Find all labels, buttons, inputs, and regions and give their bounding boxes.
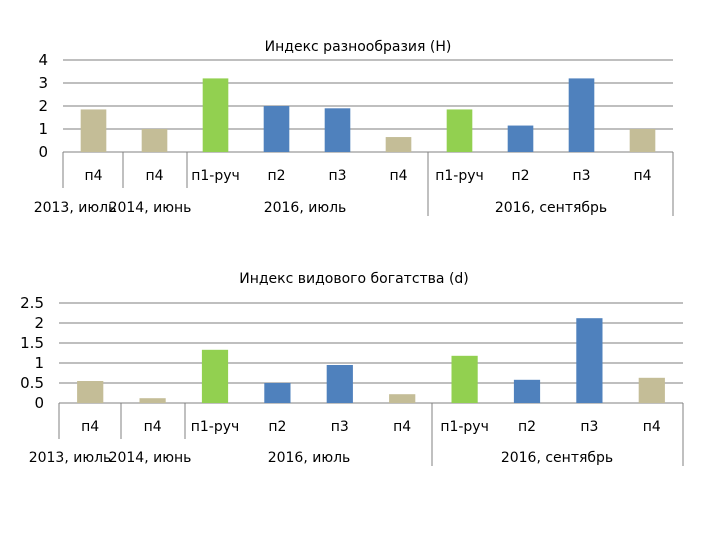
chart-title: Индекс видового богатства (d) [239, 271, 469, 287]
x-category-label: п2 [267, 168, 285, 184]
x-category-label: п4 [145, 168, 163, 184]
bar [568, 78, 595, 152]
x-category-label: п4 [393, 419, 411, 435]
bar [77, 381, 104, 403]
bar [80, 109, 107, 152]
x-category-label: п1-руч [440, 419, 489, 435]
x-category-label: п1-руч [191, 168, 240, 184]
x-group-label: 2016, июль [264, 200, 347, 216]
y-tick-label: 0 [38, 143, 48, 161]
bar [389, 394, 416, 403]
bar [264, 383, 291, 403]
x-group-label: 2013, июль [34, 200, 117, 216]
species-richness-index-chart: Индекс видового богатства (d) 2.5 2 1.5 1 0.… [20, 271, 684, 466]
x-group-label: 2016, июль [268, 450, 351, 466]
bar [202, 78, 229, 152]
x-category-label: п4 [144, 419, 162, 435]
bar [139, 398, 166, 403]
bar [385, 137, 412, 152]
x-group-label: 2016, сентябрь [495, 200, 607, 216]
y-tick-label: 1 [34, 354, 44, 372]
x-category-labels: п4 п4 п1-руч п2 п3 п4 п1-руч п2 п3 п4 [84, 168, 651, 184]
x-category-label: п2 [518, 419, 536, 435]
x-category-label: п3 [331, 419, 349, 435]
x-axis [62, 152, 674, 216]
x-category-label: п4 [81, 419, 99, 435]
y-axis-ticks: 4 3 2 1 0 [38, 51, 48, 161]
x-group-label: 2014, июнь [109, 450, 192, 466]
y-tick-label: 1.5 [20, 334, 44, 352]
x-category-label: п4 [633, 168, 651, 184]
bar [451, 355, 478, 403]
x-group-label: 2013, июль [29, 450, 112, 466]
x-category-label: п1-руч [435, 168, 484, 184]
bar [326, 365, 353, 403]
y-tick-label: 3 [38, 74, 48, 92]
bar [638, 377, 665, 403]
diversity-index-chart: Индекс разнообразия (Н) 4 3 2 1 0 п4 п4 п1-руч… [34, 39, 674, 216]
y-tick-label: 2 [38, 97, 48, 115]
bar [201, 349, 229, 403]
bar [141, 129, 168, 152]
x-category-label: п2 [511, 168, 529, 184]
bar [507, 125, 534, 152]
x-category-label: п3 [572, 168, 590, 184]
bar [324, 108, 351, 152]
x-category-label: п3 [580, 419, 598, 435]
x-category-label: п2 [268, 419, 286, 435]
bar [263, 106, 290, 152]
x-category-labels: п4 п4 п1-руч п2 п3 п4 п1-руч п2 п3 п4 [81, 419, 661, 435]
x-category-label: п4 [643, 419, 661, 435]
y-tick-label: 0 [34, 394, 44, 412]
x-category-label: п3 [328, 168, 346, 184]
bars [80, 78, 656, 152]
y-tick-label: 2 [34, 314, 44, 332]
bar [629, 129, 656, 152]
y-tick-label: 2.5 [20, 294, 44, 312]
x-category-label: п4 [84, 168, 102, 184]
x-category-label: п1-руч [191, 419, 240, 435]
bar [446, 109, 473, 152]
bar [513, 379, 541, 403]
y-tick-label: 1 [38, 120, 48, 138]
bar [576, 318, 603, 403]
y-tick-label: 4 [38, 51, 48, 69]
chart-title: Индекс разнообразия (Н) [265, 39, 452, 55]
x-axis [58, 403, 684, 466]
y-tick-label: 0.5 [20, 374, 44, 392]
bars [77, 318, 665, 403]
x-group-label: 2014, июнь [109, 200, 192, 216]
x-group-label: 2016, сентябрь [501, 450, 613, 466]
x-category-label: п4 [389, 168, 407, 184]
y-axis-ticks: 2.5 2 1.5 1 0.5 0 [20, 294, 44, 412]
